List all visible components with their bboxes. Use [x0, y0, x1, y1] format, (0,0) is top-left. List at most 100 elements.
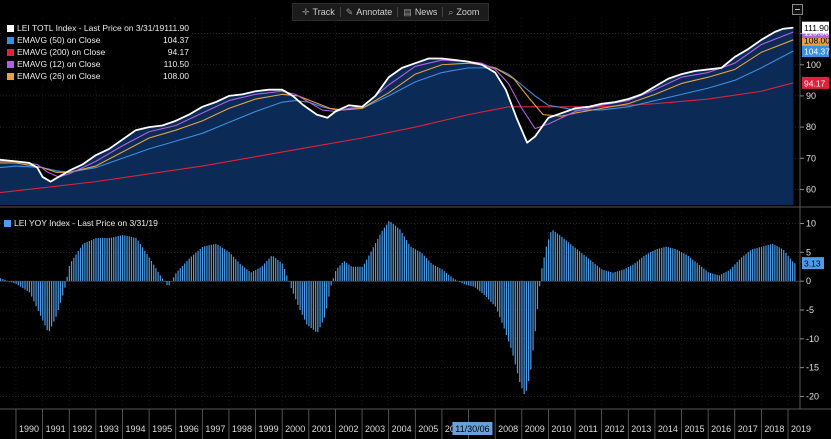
- yoy-bar: [674, 248, 676, 282]
- legend-label: EMAVG (50) on Close: [17, 35, 101, 45]
- track-label: Track: [312, 7, 335, 17]
- yoy-bar: [99, 237, 102, 282]
- legend-item-ema12[interactable]: EMAVG (12) on Close 110.50: [7, 59, 189, 70]
- yoy-bar: [95, 238, 97, 282]
- yoy-bar: [290, 281, 292, 289]
- legend-label: EMAVG (26) on Close: [17, 71, 101, 81]
- yoy-bar: [681, 252, 683, 282]
- yoy-bar: [405, 240, 408, 282]
- yoy-bar: [403, 236, 405, 282]
- yoy-bar: [390, 222, 392, 282]
- legend-label: LEI YOY Index - Last Price on 3/31/19: [14, 218, 158, 228]
- yoy-bar: [346, 262, 348, 282]
- yoy-bar: [261, 265, 263, 282]
- yoy-bar: [283, 269, 286, 282]
- yoy-bar: [417, 250, 419, 282]
- yoy-bar: [270, 256, 272, 282]
- yoy-bar: [277, 259, 279, 282]
- x-tick-label: 1998: [232, 424, 252, 434]
- yoy-bar: [749, 250, 752, 282]
- yoy-bar: [31, 281, 33, 297]
- yoy-bar: [170, 281, 173, 282]
- toolbar-divider: [339, 7, 341, 17]
- yoy-bar: [654, 249, 656, 282]
- yoy-bar: [694, 261, 696, 282]
- crosshair-icon: ✛: [302, 6, 310, 17]
- yoy-bar: [46, 281, 48, 331]
- yoy-bar: [66, 276, 68, 282]
- yoy-bar: [738, 259, 740, 282]
- yoy-bar: [386, 224, 388, 282]
- zoom-button[interactable]: ⌕ Zoom: [448, 7, 479, 18]
- yoy-bar: [658, 248, 661, 282]
- yoy-bar: [787, 255, 789, 282]
- yoy-bar: [778, 247, 780, 282]
- yoy-bar: [652, 250, 654, 282]
- legend-item-ema26[interactable]: EMAVG (26) on Close 108.00: [7, 71, 189, 82]
- yoy-bar: [153, 264, 155, 282]
- yoy-bar: [428, 260, 430, 282]
- yoy-bar: [712, 273, 714, 282]
- yoy-bar: [24, 281, 26, 290]
- yoy-bar: [2, 279, 4, 282]
- yoy-bar: [536, 281, 539, 310]
- yoy-bar: [381, 230, 383, 282]
- yoy-bar: [634, 263, 636, 282]
- value-badge: [802, 76, 829, 89]
- legend-item-ema50[interactable]: EMAVG (50) on Close 104.37: [7, 35, 189, 46]
- yoy-bar: [8, 281, 11, 282]
- yoy-bar: [439, 268, 441, 282]
- yoy-bar: [556, 233, 559, 282]
- yoy-bar: [432, 264, 434, 282]
- yoy-bar: [627, 267, 630, 282]
- x-tick-label: 1999: [259, 424, 279, 434]
- yoy-bar: [86, 241, 88, 282]
- legend-item-lei[interactable]: LEI TOTL Index - Last Price on 3/31/19 1…: [7, 23, 189, 34]
- yoy-bar: [235, 259, 237, 282]
- yoy-bar: [295, 281, 297, 300]
- yoy-bar: [647, 253, 650, 282]
- track-button[interactable]: ✛ Track: [302, 7, 335, 18]
- yoy-bar: [102, 237, 104, 282]
- annotate-button[interactable]: ✎ Annotate: [346, 7, 393, 18]
- yoy-bar: [490, 281, 492, 302]
- yoy-bar: [563, 238, 565, 282]
- yoy-bar: [643, 255, 645, 282]
- yoy-bar: [725, 271, 727, 282]
- yoy-bar: [687, 255, 689, 282]
- yoy-bar: [181, 265, 184, 282]
- yoy-bar: [279, 261, 281, 282]
- x-tick-label: 2008: [498, 424, 518, 434]
- yoy-bar: [525, 281, 527, 391]
- legend-swatch: [4, 220, 11, 227]
- yoy-bar: [259, 267, 261, 282]
- yoy-bar: [334, 271, 337, 282]
- yoy-bar: [463, 281, 465, 285]
- yoy-bar: [678, 250, 681, 282]
- yoy-bar: [281, 263, 283, 282]
- yoy-bar: [774, 244, 776, 282]
- yoy-bar: [785, 252, 787, 282]
- yoy-bar: [470, 281, 472, 286]
- x-tick-label: 2016: [711, 424, 731, 434]
- yoy-bar: [532, 281, 534, 351]
- value-badge-label: 3.13: [804, 259, 821, 269]
- x-tick-label: 2017: [738, 424, 758, 434]
- minimize-button[interactable]: [792, 4, 803, 15]
- yoy-bar: [394, 225, 397, 282]
- yoy-bar: [319, 281, 321, 328]
- yoy-bar: [93, 239, 95, 282]
- yoy-bar: [104, 237, 106, 282]
- yoy-bar: [709, 273, 712, 282]
- x-tick-label: 2004: [392, 424, 412, 434]
- legend-item-ema200[interactable]: EMAVG (200) on Close 94.17: [7, 47, 189, 58]
- news-button[interactable]: ▤ News: [403, 7, 437, 18]
- yoy-bar: [135, 237, 137, 282]
- magnifier-icon: ⌕: [448, 6, 454, 17]
- yoy-bar: [337, 267, 339, 282]
- yoy-bar: [661, 247, 663, 282]
- value-badge: [802, 257, 824, 270]
- bottom-legend[interactable]: LEI YOY Index - Last Price on 3/31/19: [4, 218, 158, 228]
- yoy-bar: [312, 281, 315, 330]
